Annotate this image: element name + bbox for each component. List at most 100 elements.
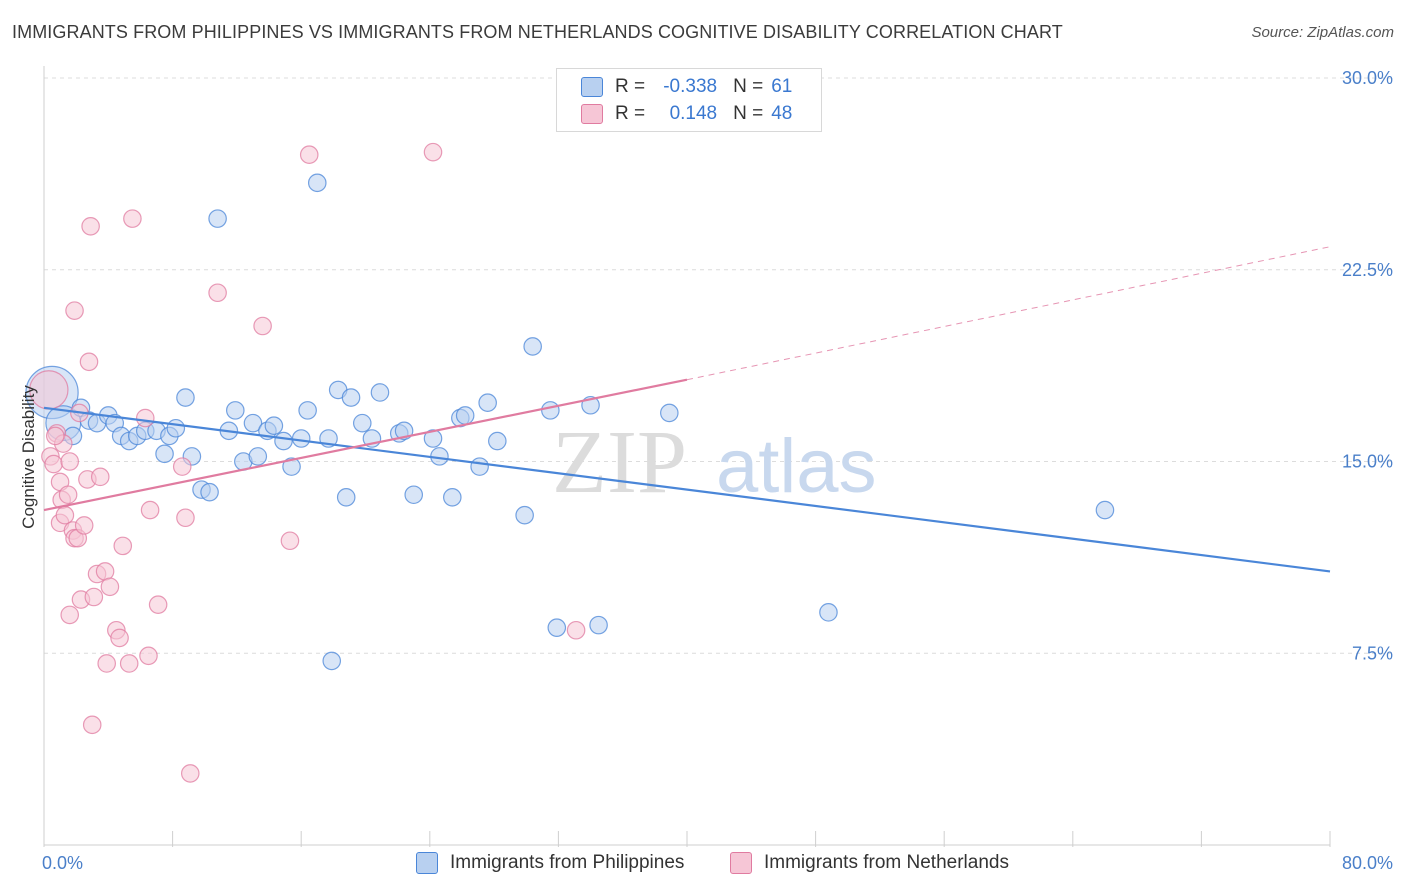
x-tick-label: 80.0% <box>1342 853 1393 873</box>
legend-row-philippines: R = -0.338 N = 61 <box>581 75 792 99</box>
y-tick-label: 7.5% <box>1352 643 1393 663</box>
point-netherlands <box>280 531 300 551</box>
grid-layer <box>44 77 1392 654</box>
trendline-philippines <box>43 406 1331 573</box>
point-philippines <box>523 337 542 356</box>
point-philippines <box>307 173 327 193</box>
legend-row-netherlands: R = 0.148 N = 48 <box>581 102 792 126</box>
point-netherlands <box>55 505 75 525</box>
series-label-philippines: Immigrants from Philippines <box>450 852 685 873</box>
legend-swatch-philippines <box>581 77 603 97</box>
point-netherlands <box>113 536 133 556</box>
point-philippines <box>264 416 284 436</box>
point-netherlands <box>82 715 102 735</box>
point-philippines <box>352 413 372 433</box>
y-axis-label: Cognitive Disability <box>19 385 38 529</box>
point-philippines <box>322 651 342 671</box>
point-philippines <box>176 388 195 407</box>
point-philippines <box>404 485 424 505</box>
point-philippines <box>282 457 301 476</box>
trendline-netherlands-extension <box>686 246 1331 381</box>
point-philippines <box>1095 500 1115 520</box>
point-philippines <box>248 447 268 466</box>
trendline-netherlands <box>43 378 688 512</box>
point-netherlands <box>58 485 78 505</box>
label-layer: 7.5% 15.0% 22.5% 30.0% 0.0% 80.0% Cognitive Di… <box>19 68 1393 873</box>
point-philippines <box>515 505 534 525</box>
legend-r-value-philippines: -0.338 <box>663 76 718 97</box>
point-netherlands <box>90 467 110 487</box>
series-legend-philippines[interactable]: Immigrants from Philippines <box>416 852 684 874</box>
point-netherlands <box>253 316 272 336</box>
point-philippines <box>274 431 293 451</box>
point-philippines <box>547 618 567 637</box>
chart-title: IMMIGRANTS FROM PHILIPPINES VS IMMIGRANT… <box>12 22 1063 42</box>
y-tick-label: 30.0% <box>1342 68 1393 88</box>
point-netherlands <box>176 508 195 528</box>
legend-n-value-philippines: 61 <box>771 76 793 97</box>
point-philippines <box>423 429 443 448</box>
point-netherlands <box>97 654 116 673</box>
point-netherlands <box>100 577 120 597</box>
point-netherlands <box>566 620 586 640</box>
watermark-atlas: atlas <box>716 424 877 509</box>
point-philippines <box>243 413 263 433</box>
point-philippines <box>589 615 608 635</box>
point-philippines <box>455 406 475 425</box>
point-netherlands <box>110 628 129 648</box>
point-netherlands <box>172 457 192 476</box>
point-philippines <box>341 388 361 407</box>
legend-swatch-netherlands <box>581 104 603 124</box>
y-tick-label: 15.0% <box>1342 452 1393 472</box>
point-philippines <box>478 393 497 412</box>
series-label-netherlands: Immigrants from Netherlands <box>764 852 1009 873</box>
points-layer <box>25 142 1115 783</box>
correlation-legend: R = -0.338 N = 61 R = 0.148 N = 48 <box>556 68 822 132</box>
series-swatch-netherlands <box>730 852 752 874</box>
point-philippines <box>298 401 317 420</box>
point-philippines <box>488 431 507 451</box>
point-netherlands <box>140 500 160 520</box>
series-legend-netherlands[interactable]: Immigrants from Netherlands <box>730 852 1009 874</box>
point-netherlands <box>135 408 155 428</box>
trend-layer <box>43 246 1331 573</box>
point-philippines <box>291 429 311 448</box>
point-netherlands <box>74 516 94 535</box>
point-philippines <box>155 444 174 464</box>
point-philippines <box>336 487 356 507</box>
legend-r-value-netherlands: 0.148 <box>669 103 718 124</box>
point-philippines <box>225 401 245 420</box>
source-credit: Source: ZipAtlas.com <box>1251 24 1394 41</box>
legend-n-label: N = <box>733 76 764 97</box>
point-netherlands <box>84 587 104 607</box>
point-philippines <box>208 209 227 228</box>
point-netherlands <box>299 145 319 164</box>
point-netherlands <box>44 454 63 474</box>
legend-n-value-netherlands: 48 <box>771 103 793 124</box>
point-netherlands <box>139 646 158 666</box>
point-netherlands <box>79 352 99 372</box>
legend-r-label: R = <box>615 76 646 97</box>
watermark-zip: ZIP <box>552 413 687 512</box>
y-tick-label: 22.5% <box>1342 260 1393 280</box>
point-netherlands <box>60 605 80 625</box>
watermark: ZIP atlas <box>552 413 877 512</box>
point-netherlands <box>148 595 168 614</box>
point-philippines <box>819 603 838 622</box>
point-netherlands <box>180 764 200 783</box>
point-netherlands <box>45 426 65 446</box>
point-philippines <box>200 482 219 502</box>
point-netherlands <box>208 283 227 303</box>
point-philippines <box>660 403 679 423</box>
point-philippines <box>166 418 186 438</box>
point-netherlands <box>60 452 80 471</box>
point-netherlands <box>423 142 443 162</box>
point-philippines <box>370 383 390 402</box>
legend-r-label: R = <box>615 103 646 124</box>
point-philippines <box>470 457 489 476</box>
point-netherlands <box>81 216 100 236</box>
point-netherlands <box>95 562 115 581</box>
point-netherlands <box>119 654 139 673</box>
x-tick-label: 0.0% <box>42 853 83 873</box>
